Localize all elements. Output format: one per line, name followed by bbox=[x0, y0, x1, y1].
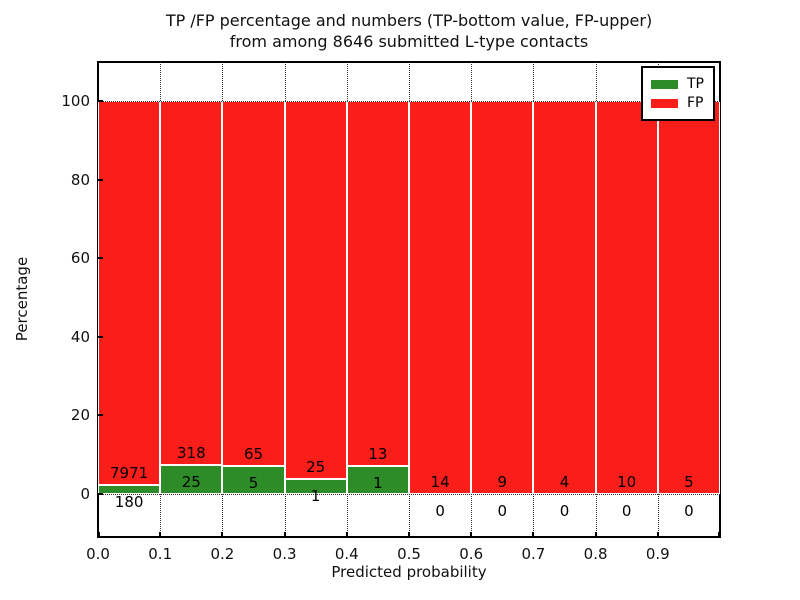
tp-count-label: 1 bbox=[310, 486, 321, 505]
legend-swatch-fp bbox=[651, 98, 678, 108]
legend-label-fp: FP bbox=[687, 95, 704, 111]
tp-count-label: 180 bbox=[114, 493, 144, 512]
fp-bar-segment bbox=[160, 101, 223, 466]
x-axis-label: Predicted probability bbox=[331, 563, 487, 581]
fp-count-label: 14 bbox=[430, 473, 450, 492]
x-tick-mark bbox=[718, 532, 720, 537]
chart-title-line1: TP /FP percentage and numbers (TP-bottom… bbox=[165, 11, 653, 30]
legend: TP FP bbox=[641, 66, 715, 121]
fp-bar-segment bbox=[222, 101, 285, 466]
x-tick-mark bbox=[345, 532, 348, 537]
fp-count-label: 9 bbox=[497, 473, 508, 492]
tp-bar-segment bbox=[98, 485, 161, 494]
fp-bar-segment bbox=[595, 101, 658, 494]
x-tick-mark bbox=[594, 532, 597, 537]
x-tick-label: 0.9 bbox=[645, 545, 670, 563]
tp-count-label: 0 bbox=[684, 501, 694, 520]
y-tick-mark bbox=[98, 414, 103, 417]
legend-swatch-tp bbox=[651, 79, 678, 89]
x-tick-label: 0.7 bbox=[521, 545, 546, 563]
tp-count-label: 0 bbox=[559, 501, 570, 520]
fp-bar-segment bbox=[284, 101, 347, 479]
tp-count-label: 1 bbox=[373, 473, 383, 492]
tp-bar-segment bbox=[284, 478, 347, 494]
y-tick-label: 20 bbox=[70, 406, 90, 425]
fp-count-label: 10 bbox=[617, 473, 637, 492]
y-tick-label: 0 bbox=[80, 484, 90, 503]
chart-title: TP /FP percentage and numbers (TP-bottom… bbox=[98, 10, 720, 52]
tp-count-label: 0 bbox=[621, 501, 632, 520]
x-tick-mark bbox=[221, 532, 224, 537]
x-tick-mark bbox=[283, 532, 286, 537]
tp-count-label: 25 bbox=[181, 473, 201, 492]
x-tick-label: 0.1 bbox=[148, 545, 173, 563]
y-tick-label: 60 bbox=[70, 249, 90, 268]
y-tick-label: 80 bbox=[70, 170, 90, 189]
fp-bar-segment bbox=[471, 101, 534, 494]
fp-count-label: 318 bbox=[176, 444, 206, 463]
fp-bar-segment bbox=[346, 101, 409, 466]
x-tick-mark bbox=[98, 532, 100, 537]
x-tick-label: 0.2 bbox=[210, 545, 235, 563]
x-tick-mark bbox=[532, 532, 535, 537]
x-tick-mark bbox=[408, 532, 410, 537]
fp-bar-segment bbox=[98, 101, 161, 486]
fp-count-label: 7971 bbox=[110, 464, 149, 483]
fp-count-label: 25 bbox=[306, 457, 326, 476]
horizontal-gridline bbox=[98, 493, 720, 495]
x-tick-label: 0.0 bbox=[86, 545, 110, 563]
x-tick-mark bbox=[656, 532, 659, 537]
plot-area: 7971 180 318 25 65 5 25 1 13 1 14 0 9 0 4 0 10 0 5 0 bbox=[97, 61, 721, 538]
tp-count-label: 0 bbox=[497, 501, 508, 520]
x-tick-label: 0.5 bbox=[397, 545, 421, 563]
fp-bar-segment bbox=[657, 101, 720, 494]
fp-bar-segment bbox=[533, 101, 596, 494]
fp-count-label: 13 bbox=[368, 445, 388, 463]
y-tick-label: 100 bbox=[61, 92, 90, 111]
y-tick-mark bbox=[98, 178, 103, 181]
x-tick-label: 0.4 bbox=[334, 545, 359, 563]
x-tick-label: 0.8 bbox=[583, 545, 608, 563]
tp-bar-segment bbox=[346, 465, 409, 494]
fp-count-label: 65 bbox=[243, 445, 264, 463]
y-tick-mark bbox=[98, 335, 103, 338]
legend-label-tp: TP bbox=[687, 76, 704, 92]
tp-count-label: 5 bbox=[248, 473, 259, 492]
x-tick-mark bbox=[159, 532, 162, 537]
y-tick-mark bbox=[98, 257, 103, 260]
fp-count-label: 4 bbox=[559, 473, 570, 492]
fp-count-label: 5 bbox=[684, 473, 694, 492]
y-tick-mark bbox=[98, 100, 103, 103]
chart-title-line2: from among 8646 submitted L-type contact… bbox=[229, 32, 589, 51]
tp-count-label: 0 bbox=[435, 501, 445, 520]
x-tick-label: 0.6 bbox=[459, 545, 484, 563]
y-tick-label: 40 bbox=[70, 327, 90, 346]
y-tick-mark bbox=[98, 492, 103, 495]
legend-entry-tp: TP bbox=[651, 76, 704, 92]
fp-bar-segment bbox=[409, 101, 472, 494]
tp-bar-segment bbox=[160, 465, 223, 494]
legend-entry-fp: FP bbox=[651, 95, 704, 111]
tp-bar-segment bbox=[222, 465, 285, 494]
horizontal-gridline bbox=[98, 101, 720, 103]
x-tick-mark bbox=[470, 532, 473, 537]
x-tick-label: 0.3 bbox=[272, 545, 297, 563]
